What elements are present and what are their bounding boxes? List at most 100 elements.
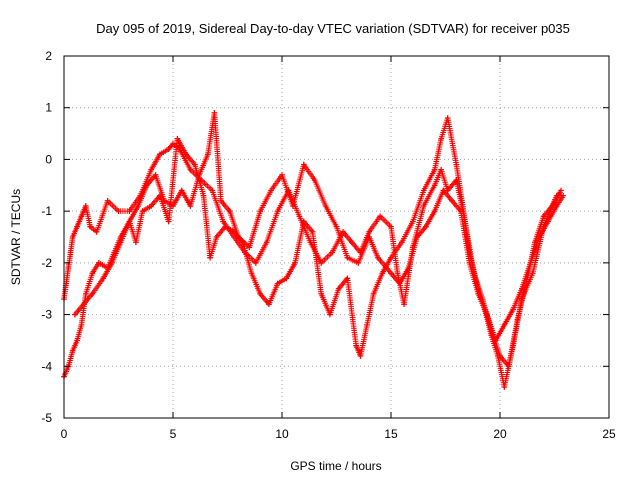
data-point — [78, 213, 85, 220]
data-point — [74, 337, 80, 344]
data-point — [366, 229, 372, 235]
data-point — [505, 363, 512, 370]
data-point — [279, 172, 285, 178]
data-point — [126, 218, 133, 225]
data-point — [178, 187, 185, 194]
data-point — [318, 291, 325, 297]
data-point — [290, 203, 296, 209]
chart-title: Day 095 of 2019, Sidereal Day-to-day VTE… — [96, 21, 570, 36]
data-point — [192, 161, 198, 168]
data-point — [357, 353, 364, 359]
data-point — [74, 223, 80, 230]
data-point — [83, 203, 89, 209]
data-point — [519, 285, 525, 292]
data-point — [327, 311, 333, 318]
data-point — [292, 260, 298, 266]
data-point — [379, 270, 386, 276]
plot-frame — [63, 55, 610, 419]
data-point — [420, 203, 427, 209]
data-point — [100, 275, 107, 282]
data-point — [213, 234, 220, 240]
data-point — [558, 187, 564, 194]
data-point — [414, 234, 420, 240]
data-point — [370, 291, 377, 297]
data-point — [96, 260, 102, 266]
data-point — [475, 291, 481, 297]
data-point — [394, 270, 401, 276]
data-point — [257, 208, 263, 214]
data-point — [211, 110, 218, 116]
data-point — [405, 265, 412, 271]
data-point — [553, 203, 560, 209]
data-layer — [61, 110, 567, 390]
data-point — [333, 223, 340, 230]
data-point — [318, 260, 325, 266]
data-point — [388, 254, 394, 261]
data-point — [126, 208, 133, 214]
data-point — [72, 311, 78, 318]
data-point — [309, 229, 316, 235]
data-point — [253, 260, 259, 266]
data-point — [274, 208, 281, 214]
data-point — [399, 239, 405, 245]
data-point — [161, 198, 168, 204]
data-point — [353, 342, 359, 349]
y-tick-label: 0 — [45, 152, 52, 166]
data-point — [322, 203, 329, 209]
data-point — [431, 182, 438, 189]
data-point — [514, 316, 521, 323]
data-point — [67, 249, 74, 256]
data-point — [484, 311, 490, 318]
data-point — [466, 260, 473, 266]
x-tick-label: 25 — [602, 427, 616, 441]
data-point — [218, 198, 224, 204]
data-point — [396, 280, 403, 287]
data-point — [444, 115, 451, 121]
data-point — [248, 270, 255, 276]
data-point — [183, 151, 189, 158]
data-point — [65, 265, 72, 271]
x-tick-label: 15 — [384, 427, 398, 441]
data-point — [165, 146, 172, 152]
y-tick-label: 2 — [45, 49, 52, 63]
data-point — [135, 203, 141, 209]
data-point — [560, 192, 567, 199]
data-point — [93, 229, 100, 235]
data-point — [431, 166, 438, 173]
data-point — [410, 218, 416, 225]
data-point — [364, 322, 370, 328]
data-point — [527, 260, 534, 266]
y-axis-label: SDTVAR / TECUs — [9, 189, 23, 285]
data-point — [501, 384, 508, 390]
data-point — [388, 270, 394, 276]
data-point — [157, 192, 163, 199]
y-tick-label: 1 — [45, 101, 52, 115]
data-point — [366, 234, 372, 240]
tick-layer: 0 5 10 15 20 25 -5 -4 -3 -2 -1 0 1 2 — [41, 49, 616, 441]
data-point — [207, 254, 213, 261]
data-point — [274, 280, 281, 287]
data-point — [449, 198, 455, 204]
data-point — [453, 161, 460, 168]
y-tick-label: -2 — [41, 256, 52, 270]
data-point — [257, 291, 263, 297]
data-point — [89, 270, 96, 276]
series-track-b — [61, 115, 564, 380]
data-point — [133, 239, 139, 245]
data-point — [104, 198, 111, 204]
x-tick-label: 20 — [493, 427, 507, 441]
data-point — [536, 234, 543, 240]
data-point — [139, 208, 146, 214]
data-point — [148, 166, 154, 173]
data-point — [545, 218, 551, 225]
data-point — [344, 254, 351, 261]
data-point — [388, 223, 394, 230]
data-point — [340, 229, 346, 235]
data-point — [440, 187, 447, 194]
y-tick-label: -3 — [41, 308, 52, 322]
data-point — [89, 291, 96, 297]
data-point — [423, 223, 429, 230]
data-point — [296, 213, 303, 220]
data-point — [170, 203, 176, 209]
data-point — [109, 260, 115, 266]
